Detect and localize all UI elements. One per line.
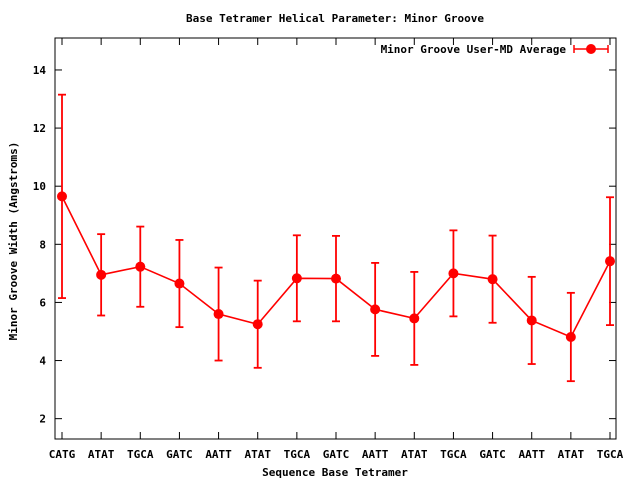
- legend: Minor Groove User-MD Average: [381, 43, 609, 56]
- data-point: [605, 256, 615, 267]
- data-point: [96, 269, 107, 280]
- x-tick-label: AATT: [518, 448, 545, 461]
- y-tick-label: 6: [39, 296, 46, 309]
- error-bars: [58, 93, 614, 383]
- y-tick-label: 4: [39, 355, 46, 368]
- data-point: [487, 274, 498, 285]
- x-tick-label: ATAT: [244, 448, 271, 461]
- x-tick-label: GATC: [479, 448, 506, 461]
- data-point: [291, 273, 302, 284]
- x-tick-label: TGCA: [597, 448, 624, 461]
- y-tick-label: 12: [33, 122, 46, 135]
- y-axis-ticks: 2 4 6 8 10 12 14: [33, 64, 616, 426]
- data-point: [409, 313, 420, 324]
- data-point: [57, 191, 67, 202]
- data-point: [252, 319, 263, 330]
- data-point: [331, 273, 341, 284]
- x-tick-label: ATAT: [88, 448, 115, 461]
- data-point: [135, 261, 146, 272]
- chart-title: Base Tetramer Helical Parameter: Minor G…: [186, 12, 484, 25]
- data-point: [526, 315, 537, 326]
- x-tick-label: AATT: [205, 448, 232, 461]
- legend-label: Minor Groove User-MD Average: [381, 43, 567, 56]
- data-point: [565, 332, 576, 343]
- y-tick-label: 10: [33, 180, 46, 193]
- x-tick-label: TGCA: [127, 448, 154, 461]
- y-tick-label: 8: [39, 238, 46, 251]
- x-tick-label: GATC: [166, 448, 193, 461]
- x-tick-label: TGCA: [284, 448, 311, 461]
- x-axis-ticks: CATG ATAT TGCA GATC AATT ATAT TGCA GATC AATT ATAT…: [49, 38, 624, 461]
- data-point: [174, 278, 185, 289]
- y-tick-label: 2: [39, 413, 46, 426]
- x-axis-label: Sequence Base Tetramer: [262, 466, 408, 479]
- data-point: [448, 268, 459, 279]
- y-tick-label: 14: [33, 64, 47, 77]
- x-tick-label: TGCA: [440, 448, 467, 461]
- data-point: [213, 309, 224, 320]
- data-point: [370, 304, 381, 315]
- x-tick-label: ATAT: [558, 448, 585, 461]
- data-points: [57, 191, 615, 343]
- x-tick-label: ATAT: [401, 448, 428, 461]
- x-tick-label: CATG: [49, 448, 76, 461]
- y-axis-label: Minor Groove Width (Angstroms): [7, 142, 20, 341]
- x-tick-label: AATT: [362, 448, 389, 461]
- x-tick-label: GATC: [323, 448, 350, 461]
- legend-marker: [586, 44, 596, 54]
